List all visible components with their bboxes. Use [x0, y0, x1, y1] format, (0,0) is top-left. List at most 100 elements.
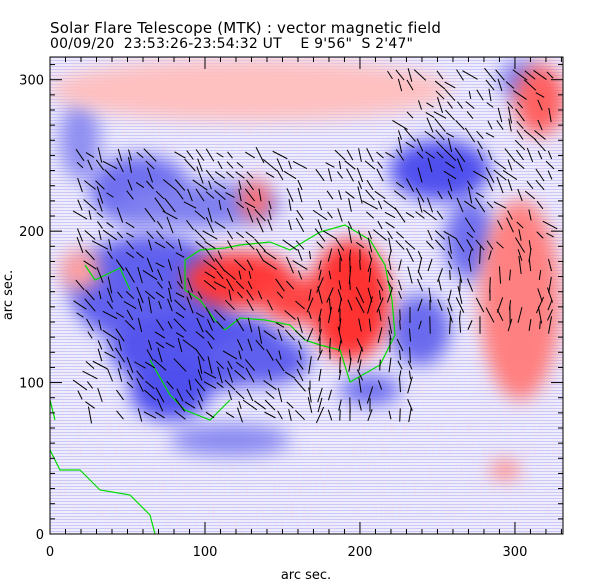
field-vector	[456, 158, 464, 172]
field-vector	[534, 130, 546, 140]
field-vector	[205, 216, 215, 234]
field-vector	[514, 139, 526, 151]
field-vector	[87, 331, 93, 339]
field-vector	[367, 230, 373, 240]
field-vector	[85, 152, 95, 158]
field-vector	[417, 167, 423, 183]
field-vector	[286, 256, 294, 274]
field-vector	[496, 297, 504, 313]
field-vector	[323, 230, 337, 240]
field-vector	[88, 210, 92, 220]
field-vector	[535, 179, 545, 191]
field-vector	[227, 367, 233, 383]
field-vector	[292, 260, 308, 270]
field-vector	[399, 377, 401, 393]
x-tick-label: 100	[193, 545, 218, 560]
field-vector	[457, 101, 463, 109]
axes: 0 100 200 300 0 100 200 300	[19, 57, 563, 560]
field-vector	[177, 338, 183, 352]
field-vector	[308, 387, 312, 403]
field-vector	[257, 290, 263, 300]
field-vector	[86, 318, 94, 332]
field-vector	[247, 338, 253, 352]
field-vector	[263, 250, 277, 260]
field-vector	[443, 170, 457, 180]
field-vector	[288, 219, 292, 231]
field-vector	[176, 281, 184, 289]
field-vector	[385, 151, 395, 159]
field-vector	[226, 161, 234, 169]
field-vector	[466, 278, 474, 292]
field-vector	[183, 201, 197, 209]
field-vector	[445, 161, 455, 169]
field-vector	[84, 298, 96, 312]
field-vector	[306, 297, 314, 313]
field-vector	[358, 399, 362, 411]
field-vector	[418, 320, 422, 330]
field-vector	[136, 151, 144, 159]
field-vector	[238, 270, 242, 280]
field-vector	[427, 157, 433, 173]
field-vector	[284, 310, 296, 320]
field-vector	[465, 101, 475, 109]
field-vector	[156, 398, 164, 412]
field-vector	[378, 290, 382, 300]
field-vector	[98, 230, 102, 240]
field-vector	[237, 407, 243, 423]
field-vector	[516, 101, 524, 109]
field-vector	[466, 231, 474, 239]
field-vector	[268, 369, 272, 381]
field-vector	[317, 397, 323, 413]
field-vector	[295, 217, 305, 233]
field-vector	[379, 359, 381, 371]
field-vector	[118, 339, 122, 351]
field-vector	[86, 381, 94, 389]
field-vector	[436, 97, 444, 113]
field-vector	[444, 81, 456, 89]
field-vector	[76, 228, 84, 242]
field-vector	[175, 292, 185, 298]
field-vector	[434, 230, 446, 240]
field-vector	[328, 298, 332, 312]
field-vector	[454, 147, 466, 163]
field-vector	[146, 230, 154, 240]
field-vector	[475, 297, 485, 313]
field-vector	[157, 281, 163, 289]
y-axis-label: arc sec.	[1, 270, 16, 320]
field-vector	[547, 170, 553, 180]
field-vector	[443, 230, 457, 240]
field-vector	[117, 148, 123, 162]
field-vector	[355, 286, 365, 304]
field-vector	[495, 69, 505, 81]
field-vector	[116, 410, 124, 420]
field-vector	[85, 401, 95, 409]
field-vector	[203, 371, 217, 379]
field-vector	[334, 149, 346, 161]
field-vector	[225, 412, 235, 418]
field-vector	[196, 388, 204, 402]
field-vector	[225, 171, 235, 179]
field-vector	[292, 160, 308, 170]
field-vector	[526, 147, 534, 163]
field-vector	[87, 406, 93, 424]
field-vector	[244, 201, 256, 209]
field-vector	[536, 231, 544, 239]
field-vector	[284, 371, 296, 379]
field-vector	[236, 162, 244, 168]
field-vector	[524, 70, 536, 80]
field-vector	[364, 160, 376, 170]
field-vector	[457, 286, 463, 304]
field-vector	[434, 80, 446, 90]
field-vector	[148, 296, 152, 314]
field-vector	[336, 171, 344, 179]
field-vector	[124, 320, 136, 330]
field-vector	[547, 309, 553, 321]
field-vector	[248, 270, 252, 280]
field-vector	[154, 331, 166, 339]
field-vector	[208, 180, 212, 190]
field-vector	[374, 190, 386, 200]
field-vector	[75, 279, 85, 291]
field-vector	[115, 259, 125, 271]
field-vector	[85, 361, 95, 369]
field-vector	[233, 259, 247, 271]
